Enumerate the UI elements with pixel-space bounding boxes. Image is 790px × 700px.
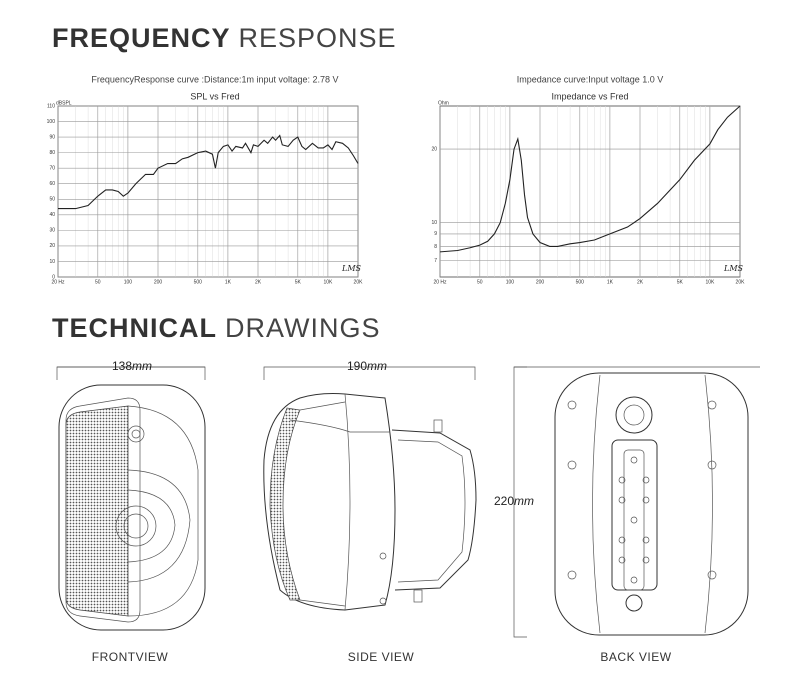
x-tick-label: 2K	[637, 279, 644, 285]
logo: LMS	[341, 264, 362, 273]
plot-frame	[439, 105, 741, 278]
view-label: SIDE VIEW	[348, 650, 415, 664]
y-tick-label: 20	[431, 146, 437, 152]
y-unit: dBSPL	[56, 100, 72, 106]
y-tick-label: 7	[434, 258, 437, 264]
series-line	[439, 105, 741, 253]
logo: LMS	[723, 264, 744, 273]
side-view-drawing	[263, 366, 477, 611]
y-tick-label: 8	[434, 244, 437, 250]
dimension-value: 220	[494, 494, 514, 508]
y-tick-label: 20	[49, 243, 55, 249]
x-tick-label: 100	[506, 279, 515, 285]
x-tick-label: 200	[154, 279, 163, 285]
x-tick-label: 50	[95, 279, 101, 285]
chart-caption: Impedance curve:Input voltage 1.0 V	[517, 74, 664, 84]
y-tick-label: 110	[47, 103, 55, 109]
x-tick-label: 5K	[295, 279, 302, 285]
dimension-unit: mm	[132, 359, 152, 373]
title-bold: FREQUENCY	[52, 23, 231, 53]
dimension-value: 138	[112, 359, 132, 373]
x-tick-label: 200	[536, 279, 545, 285]
x-tick-label: 50	[477, 279, 483, 285]
front-view-drawing	[56, 366, 206, 631]
x-tick-label: 500	[194, 279, 203, 285]
title-light: RESPONSE	[239, 23, 397, 53]
y-tick-label: 80	[49, 150, 55, 156]
y-tick-label: 10	[431, 220, 437, 226]
y-tick-label: 30	[49, 228, 55, 234]
x-tick-label: 20 Hz	[51, 279, 65, 285]
view-label: BACK VIEW	[600, 650, 671, 664]
dimension: 190mm	[347, 359, 387, 373]
x-tick-label: 1K	[607, 279, 614, 285]
section-title: FREQUENCY RESPONSE	[52, 23, 397, 53]
chart-title: SPL vs Fred	[190, 91, 239, 101]
title-bold: TECHNICAL	[52, 313, 217, 343]
dimension-unit: mm	[367, 359, 387, 373]
x-tick-label: 20K	[354, 279, 364, 285]
x-tick-label: 2K	[255, 279, 262, 285]
section-title: TECHNICAL DRAWINGS	[52, 313, 381, 343]
x-tick-label: 20K	[736, 279, 746, 285]
x-tick-label: 20 Hz	[433, 279, 447, 285]
x-tick-label: 100	[124, 279, 133, 285]
y-tick-label: 70	[49, 166, 55, 172]
dimension: 138mm	[112, 359, 152, 373]
back-view-drawing	[513, 366, 760, 638]
series-line	[58, 134, 359, 210]
y-tick-label: 50	[49, 197, 55, 203]
view-label: FRONTVIEW	[92, 650, 169, 664]
y-tick-label: 40	[49, 212, 55, 218]
y-tick-label: 60	[49, 181, 55, 187]
dimension-value: 190	[347, 359, 367, 373]
dimension: 220mm	[494, 494, 534, 508]
y-tick-label: 90	[49, 134, 55, 140]
y-tick-label: 10	[49, 259, 55, 265]
title-light: DRAWINGS	[225, 313, 381, 343]
y-tick-label: 9	[434, 231, 437, 237]
x-tick-label: 5K	[677, 279, 684, 285]
y-unit: Ohm	[438, 100, 449, 106]
dimension-unit: mm	[514, 494, 534, 508]
chart-caption: FrequencyResponse curve :Distance:1m inp…	[91, 74, 338, 84]
y-tick-label: 100	[47, 119, 56, 125]
chart-title: Impedance vs Fred	[551, 91, 628, 101]
x-tick-label: 500	[576, 279, 585, 285]
y-tick-label: 0	[52, 274, 55, 280]
x-tick-label: 10K	[323, 279, 333, 285]
x-tick-label: 10K	[705, 279, 715, 285]
x-tick-label: 1K	[225, 279, 232, 285]
